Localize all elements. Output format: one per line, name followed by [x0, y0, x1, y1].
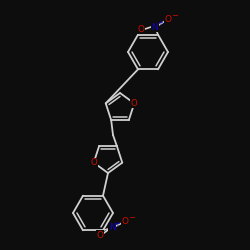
Text: O: O [122, 216, 128, 226]
Text: −: − [172, 12, 178, 20]
Text: O: O [164, 14, 172, 24]
Text: +: + [114, 221, 120, 227]
Text: O: O [138, 24, 144, 34]
Text: O: O [96, 230, 103, 239]
Text: O: O [131, 99, 138, 108]
Text: O: O [90, 158, 97, 167]
Text: N: N [152, 22, 158, 32]
Text: N: N [108, 224, 116, 232]
Text: −: − [128, 214, 136, 222]
Text: +: + [157, 20, 163, 26]
